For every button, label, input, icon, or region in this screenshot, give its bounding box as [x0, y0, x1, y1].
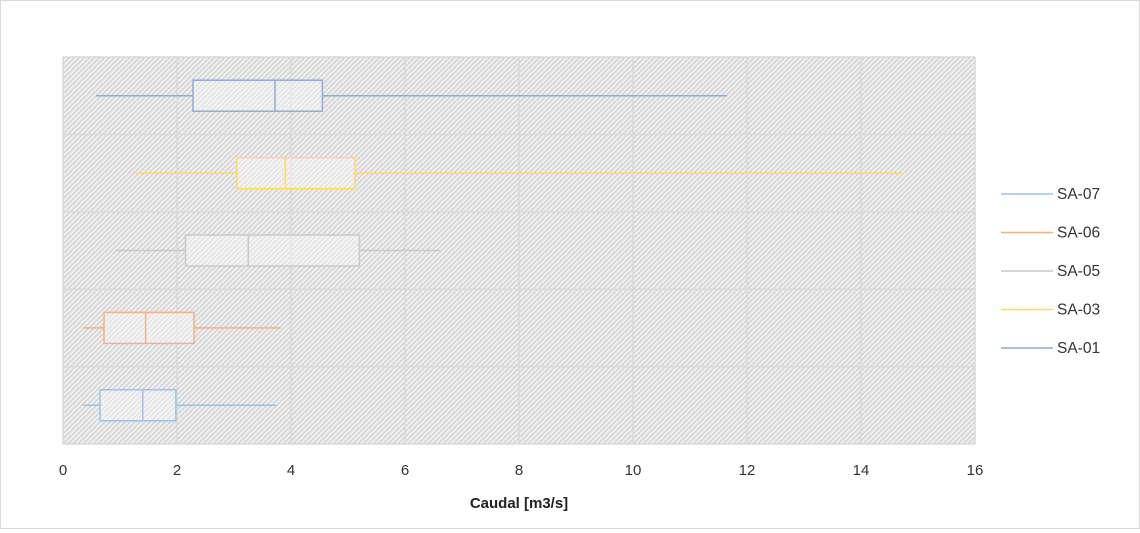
x-tick-label: 2 [173, 462, 181, 479]
legend-item-sa-05: SA-05 [1001, 263, 1100, 280]
x-tick-label: 0 [59, 462, 67, 479]
box-sa-07 [82, 389, 277, 422]
box-series [82, 79, 903, 422]
legend: SA-07 SA-06 SA-05 SA-03 SA-01 [1001, 186, 1100, 357]
legend-label: SA-07 [1057, 186, 1100, 203]
box-sa-05 [115, 234, 441, 267]
x-axis-label: Caudal [m3/s] [470, 495, 568, 512]
box-sa-06 [82, 311, 281, 345]
legend-label: SA-06 [1057, 225, 1100, 242]
legend-item-sa-01: SA-01 [1001, 340, 1100, 357]
legend-label: SA-01 [1057, 340, 1100, 357]
box-sa-01 [96, 79, 728, 112]
x-tick-label: 12 [739, 462, 756, 479]
iqr-box [103, 311, 195, 345]
legend-label: SA-03 [1057, 302, 1100, 319]
iqr-box [99, 389, 177, 422]
iqr-box [236, 156, 356, 190]
iqr-box [192, 79, 324, 112]
x-tick-label: 14 [853, 462, 870, 479]
x-tick-label: 6 [401, 462, 409, 479]
legend-item-sa-03: SA-03 [1001, 302, 1100, 319]
iqr-box [184, 234, 361, 267]
x-tick-label: 16 [967, 462, 984, 479]
x-tick-label: 10 [625, 462, 642, 479]
gridlines [62, 56, 976, 445]
legend-label: SA-05 [1057, 263, 1100, 280]
x-tick-label: 4 [287, 462, 295, 479]
box-sa-03 [135, 156, 903, 190]
legend-item-sa-06: SA-06 [1001, 225, 1100, 242]
x-tick-label: 8 [515, 462, 523, 479]
x-tick-labels: 0 2 4 6 8 10 12 14 16 [59, 462, 984, 479]
legend-item-sa-07: SA-07 [1001, 186, 1100, 203]
